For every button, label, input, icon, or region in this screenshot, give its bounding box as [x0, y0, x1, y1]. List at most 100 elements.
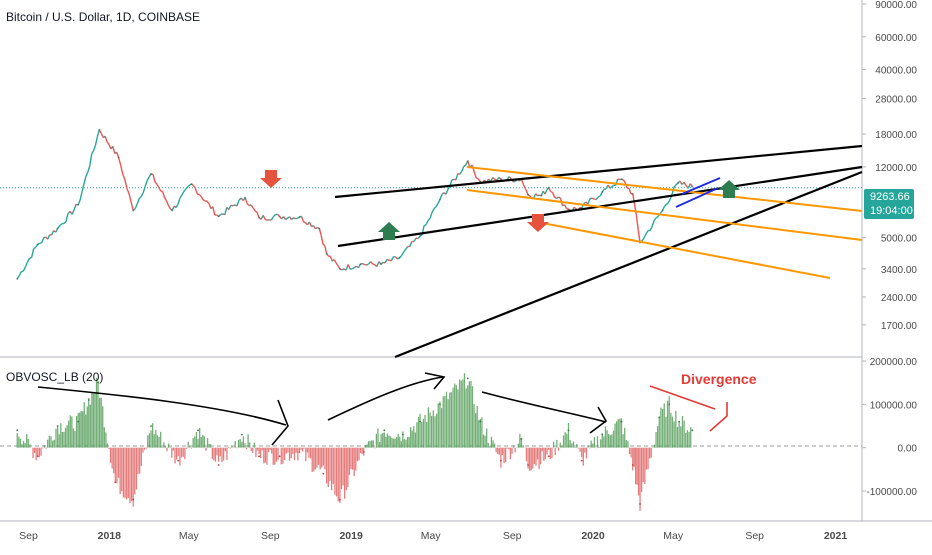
price-segment: [127, 188, 129, 193]
price-segment: [352, 268, 354, 269]
price-segment: [474, 171, 476, 178]
price-segment: [303, 222, 305, 223]
price-point: [677, 182, 679, 184]
trendline-black-lower[interactable]: [395, 172, 862, 357]
oscillator-series: [16, 373, 693, 511]
trendline-black-upper[interactable]: [335, 146, 862, 197]
price-segment: [446, 189, 448, 194]
price-segment: [553, 193, 555, 197]
price-segment: [119, 157, 121, 165]
time-tick-label: May: [179, 530, 200, 542]
price-segment: [406, 246, 408, 249]
price-segment: [545, 190, 547, 194]
price-series: [16, 129, 693, 280]
indicator-title[interactable]: OBVOSC_LB (20): [6, 370, 103, 384]
osc-point: [16, 429, 18, 431]
price-segment: [263, 215, 265, 219]
price-segment: [161, 191, 163, 192]
current-price-label: 9263.66: [864, 189, 914, 204]
price-segment: [165, 197, 167, 200]
price-segment: [596, 197, 598, 199]
price-segment: [273, 215, 275, 217]
price-segment: [207, 201, 209, 203]
price-point: [527, 194, 529, 196]
price-segment: [135, 204, 137, 209]
price-segment: [139, 197, 141, 199]
price-segment: [557, 197, 559, 199]
price-segment: [428, 219, 430, 221]
price-segment: [493, 178, 495, 180]
price-axis: 90000.0060000.0040000.0028000.0018000.00…: [862, 0, 917, 332]
price-segment: [323, 244, 325, 245]
price-segment: [629, 188, 631, 193]
price-segment: [92, 151, 94, 154]
price-segment: [664, 204, 666, 206]
price-segment: [313, 226, 315, 229]
price-tick-label: 28000.00: [875, 94, 917, 105]
price-segment: [80, 192, 82, 200]
price-point: [326, 253, 328, 255]
price-point: [299, 216, 301, 218]
price-segment: [237, 200, 239, 206]
price-segment: [72, 210, 74, 214]
price-segment: [404, 249, 406, 252]
price-segment: [163, 192, 165, 198]
price-segment: [48, 235, 50, 239]
price-segment: [513, 181, 515, 182]
price-point: [118, 156, 120, 158]
price-segment: [184, 189, 186, 191]
time-tick-label: May: [421, 530, 442, 542]
osc-point: [548, 455, 550, 457]
price-segment: [452, 179, 454, 180]
price-segment: [225, 207, 227, 214]
price-segment: [462, 166, 464, 171]
price-segment: [166, 201, 168, 205]
price-segment: [391, 257, 393, 261]
price-segment: [131, 202, 133, 211]
price-segment: [155, 182, 157, 185]
osc-point: [568, 429, 570, 431]
price-segment: [336, 263, 338, 266]
osc-point: [639, 503, 641, 505]
price-segment: [25, 262, 27, 267]
chart-title[interactable]: Bitcoin / U.S. Dollar, 1D, COINBASE: [6, 10, 200, 24]
price-segment: [464, 165, 466, 166]
price-segment: [180, 195, 182, 198]
time-tick-label: 2018: [98, 530, 122, 542]
price-segment: [147, 177, 149, 181]
price-point: [548, 187, 550, 189]
price-segment: [229, 205, 231, 209]
time-tick-label: May: [663, 530, 684, 542]
price-tick-label: 2400.00: [881, 293, 918, 304]
price-segment: [395, 257, 397, 259]
price-segment: [141, 193, 143, 197]
price-point: [191, 183, 193, 185]
osc-point: [339, 499, 341, 501]
price-segment: [330, 256, 332, 261]
price-segment: [105, 136, 107, 141]
osc-point: [521, 438, 523, 440]
price-tick-label: 60000.00: [875, 33, 917, 44]
price-segment: [193, 185, 195, 188]
price-segment: [309, 222, 311, 227]
price-point: [318, 228, 320, 230]
price-segment: [521, 179, 523, 185]
price-segment: [74, 204, 76, 210]
osc-point: [581, 460, 583, 462]
time-tick-label: 2021: [824, 530, 848, 542]
price-segment: [654, 218, 656, 220]
price-segment: [551, 191, 553, 192]
price-point: [439, 199, 441, 201]
price-segment: [27, 258, 29, 262]
price-segment: [253, 208, 255, 211]
osc-point: [527, 464, 529, 466]
price-segment: [442, 193, 444, 195]
price-segment: [524, 185, 526, 189]
osc-point: [601, 434, 603, 436]
price-tick-label: 3400.00: [881, 265, 918, 276]
price-segment: [301, 216, 303, 221]
price-segment: [203, 200, 205, 201]
price-segment: [387, 259, 389, 260]
